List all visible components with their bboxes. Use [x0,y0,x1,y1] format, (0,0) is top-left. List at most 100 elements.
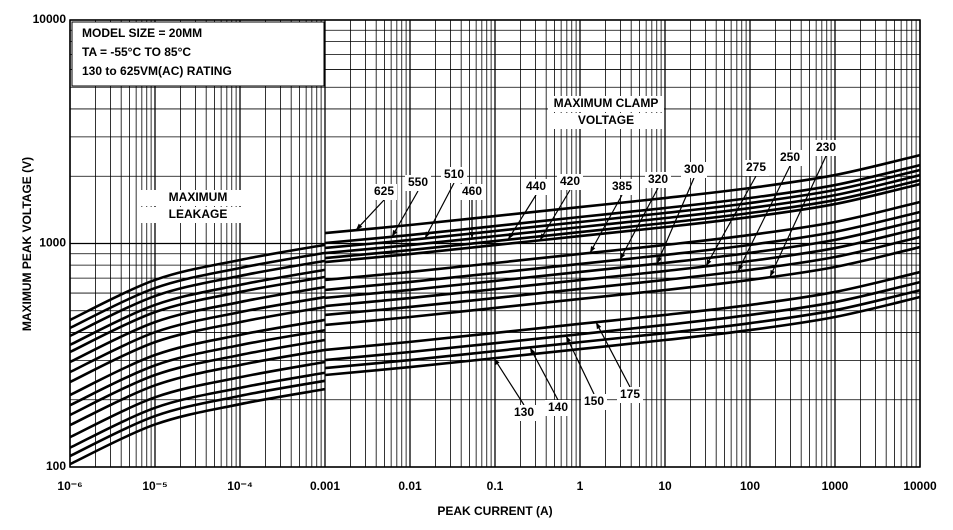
annotation-bg [140,190,256,206]
curve [324,288,921,370]
annotation: VOLTAGE [578,113,634,127]
arrow-head [356,223,363,231]
leader-line [493,357,525,406]
arrow-head [706,259,712,267]
curve [69,259,326,338]
series-label: 625 [374,184,394,198]
label-bg [617,387,643,403]
x-tick-label: 10⁻⁴ [227,479,253,493]
y-tick-label: 100 [46,459,66,473]
curve [324,295,921,377]
arrow-head [425,231,431,239]
arrow-head [392,229,398,237]
series-label: 150 [584,394,604,408]
x-tick-label: 100 [740,479,760,493]
curve [69,318,326,397]
curve [324,200,921,282]
series-label: 140 [548,400,568,414]
series-label: 510 [444,167,464,181]
leader-line [539,189,571,241]
x-tick-label: 10000 [903,479,937,493]
leader-line [589,194,623,254]
series-label: 300 [684,162,704,176]
leader-line [424,182,455,239]
note-text: MODEL SIZE = 20MM [82,26,202,40]
curve [324,173,921,255]
curve [324,178,921,260]
label-bg [523,179,549,195]
arrow-head [566,335,572,343]
y-tick-label: 10000 [33,12,67,26]
annotation-bg [140,207,256,223]
label-bg [581,394,607,410]
y-axis-label: MAXIMUM PEAK VOLTAGE (V) [20,157,34,331]
curve [324,226,921,308]
arrow-head [620,252,626,260]
arrow-head [494,358,500,366]
series-label: 550 [408,175,428,189]
leader-line [619,187,659,260]
arrow-head [596,322,602,330]
curve [69,268,326,347]
curve [69,243,326,322]
series-label: 385 [612,179,632,193]
y-tick-label: 1000 [39,236,66,250]
leader-line [391,190,419,238]
x-tick-label: 0.001 [310,479,340,493]
arrow-head [540,233,546,241]
note-text: TA = -55°C TO 85°C [82,45,191,59]
arrow-head [738,264,744,272]
x-tick-label: 0.01 [398,479,422,493]
label-bg [371,184,397,200]
arrow-head [657,256,662,264]
curve [69,328,326,407]
label-bg [557,174,583,190]
label-bg [645,172,671,188]
leader-line [529,347,559,401]
curve [324,182,921,264]
curve [324,245,921,327]
arrow-head [530,347,536,355]
label-bg [459,184,485,200]
leader-line [737,165,791,272]
curve [69,338,326,417]
plot-frame [69,19,921,468]
curve [69,387,326,466]
series-label: 320 [648,172,668,186]
series-label: 460 [462,184,482,198]
label-bg [609,179,635,195]
series-label: 175 [620,387,640,401]
annotation: LEAKAGE [169,207,228,221]
label-bg [743,160,769,176]
label-bg [681,162,707,178]
curve [69,305,326,384]
leader-line [769,155,827,278]
series-label: 275 [746,160,766,174]
note-box [71,21,325,87]
curve [69,285,326,364]
label-bg [813,140,839,156]
arrow-head [508,232,514,240]
arrow-head [770,269,775,277]
curve [324,163,921,245]
curve [69,360,326,439]
arrow-head [590,245,596,253]
label-bg [777,150,803,166]
x-tick-label: 1000 [822,479,849,493]
label-bg [545,400,571,416]
curve [69,295,326,374]
curve [324,270,921,352]
series-label: 420 [560,174,580,188]
series-label: 230 [816,140,836,154]
curve [324,168,921,250]
leader-line [595,321,631,388]
x-tick-label: 0.1 [487,479,504,493]
series-label: 250 [780,150,800,164]
label-bg [441,167,467,183]
curve [324,280,921,362]
x-tick-label: 10 [658,479,672,493]
curve [69,275,326,354]
arrow-head [469,231,475,239]
x-tick-label: 1 [577,479,584,493]
